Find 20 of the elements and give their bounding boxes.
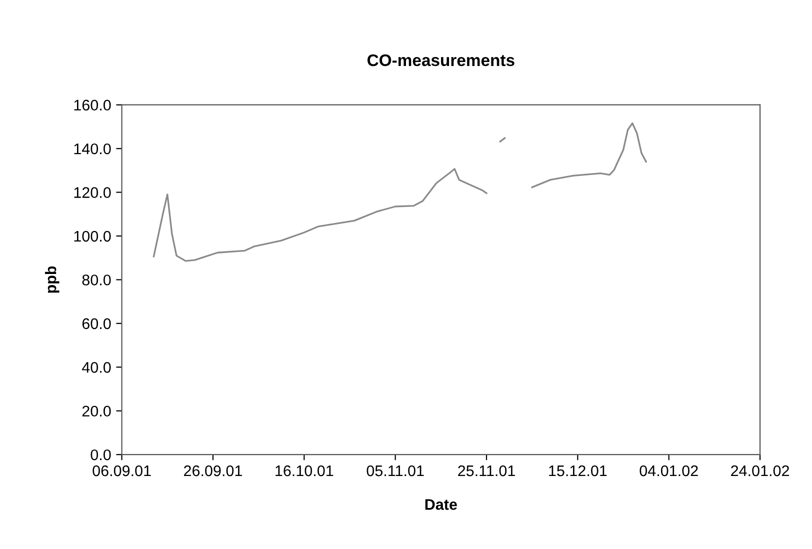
x-tick-label: 06.09.01 (92, 465, 151, 476)
chart-title: CO-measurements (368, 54, 514, 66)
y-tick-label: 60.0 (82, 318, 111, 330)
y-tick-label: 140.0 (74, 143, 111, 154)
y-tick-label: 40.0 (82, 362, 111, 373)
x-axis-title: Date (425, 499, 457, 510)
x-tick-label: 15.12.01 (549, 465, 607, 476)
x-tick-label: 24.01.02 (731, 465, 790, 476)
x-tick-label: 16.10.01 (276, 465, 334, 476)
y-tick-label: 20.0 (82, 406, 111, 417)
x-tick-label: 05.11.01 (366, 465, 424, 476)
y-axis-title: ppb (45, 266, 60, 293)
x-tick-label: 26.09.01 (184, 465, 242, 476)
y-tick-label: 100.0 (74, 230, 111, 242)
y-tick-label: 160.0 (74, 100, 111, 111)
x-tick-label: 25.11.01 (458, 465, 515, 476)
x-tick-label: 04.01.02 (640, 465, 698, 476)
y-tick-label: 80.0 (82, 274, 111, 286)
y-tick-label: 120.0 (74, 187, 111, 198)
y-tick-label: 0.0 (90, 449, 111, 460)
